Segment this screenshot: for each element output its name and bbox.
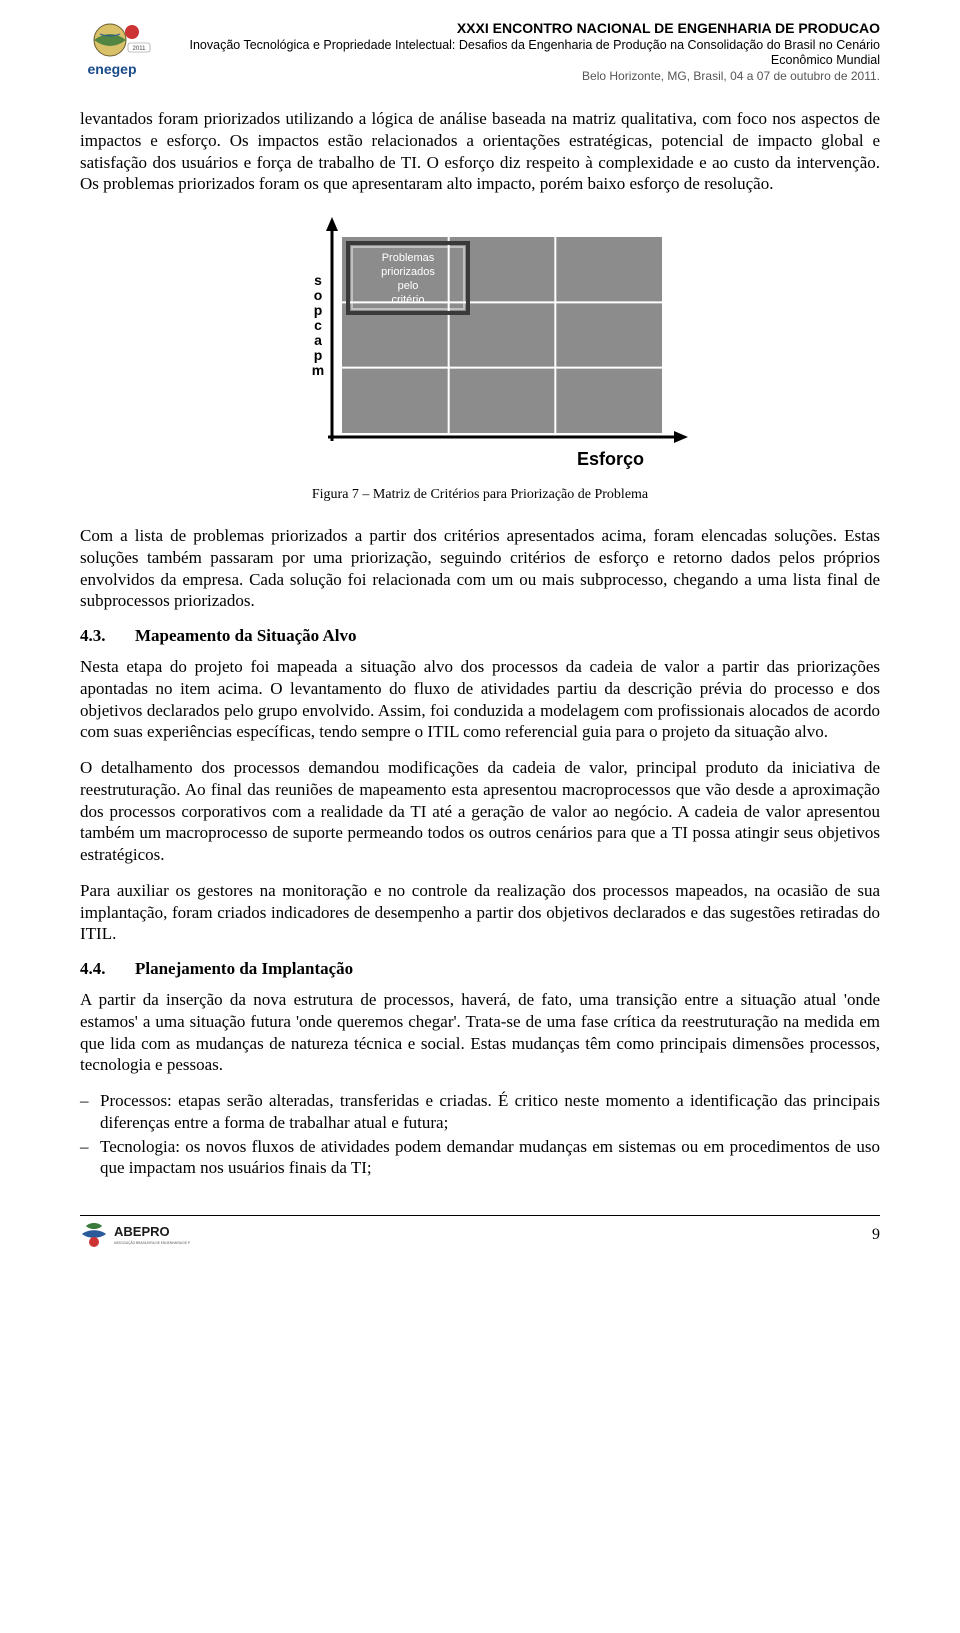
- section-4-3-title: Mapeamento da Situação Alvo: [135, 626, 356, 645]
- body-text: levantados foram priorizados utilizando …: [80, 108, 880, 1179]
- paragraph-6: A partir da inserção da nova estrutura d…: [80, 989, 880, 1076]
- section-4-4-heading: 4.4.Planejamento da Implantação: [80, 959, 880, 979]
- svg-text:m: m: [312, 362, 324, 378]
- svg-text:p: p: [314, 302, 323, 318]
- logo-year: 2011: [133, 46, 147, 52]
- svg-text:s: s: [314, 272, 322, 288]
- paragraph-4: O detalhamento dos processos demandou mo…: [80, 757, 880, 866]
- figure-7: ProblemaspriorizadospelocritériosopcapmE…: [80, 209, 880, 519]
- abepro-logo: ABEPRO ASSOCIAÇÃO BRASILEIRA DE ENGENHAR…: [80, 1220, 190, 1250]
- svg-text:c: c: [314, 317, 322, 333]
- list-item: Tecnologia: os novos fluxos de atividade…: [80, 1136, 880, 1180]
- svg-text:pelo: pelo: [398, 280, 419, 292]
- paragraph-1: levantados foram priorizados utilizando …: [80, 108, 880, 195]
- paragraph-5: Para auxiliar os gestores na monitoração…: [80, 880, 880, 945]
- logo-text: enegep: [87, 61, 136, 77]
- header-text-block: XXXI ENCONTRO NACIONAL DE ENGENHARIA DE …: [174, 20, 880, 84]
- page-number: 9: [872, 1226, 880, 1244]
- paragraph-2: Com a lista de problemas priorizados a p…: [80, 525, 880, 612]
- svg-text:critério: critério: [391, 294, 424, 306]
- footer-logo-main: ABEPRO: [114, 1224, 170, 1239]
- figure-caption: Figura 7 – Matriz de Critérios para Prio…: [312, 487, 648, 503]
- header-subtitle: Inovação Tecnológica e Propriedade Intel…: [174, 38, 880, 69]
- section-4-3-number: 4.3.: [80, 626, 135, 646]
- matrix-chart-svg: ProblemaspriorizadospelocritériosopcapmE…: [270, 209, 690, 479]
- bullet-list: Processos: etapas serão alteradas, trans…: [80, 1090, 880, 1179]
- svg-text:o: o: [314, 287, 323, 303]
- header-title: XXXI ENCONTRO NACIONAL DE ENGENHARIA DE …: [174, 20, 880, 38]
- list-item: Processos: etapas serão alteradas, trans…: [80, 1090, 880, 1134]
- header-location: Belo Horizonte, MG, Brasil, 04 a 07 de o…: [174, 69, 880, 84]
- section-4-4-number: 4.4.: [80, 959, 135, 979]
- svg-text:p: p: [314, 347, 323, 363]
- svg-text:Esforço: Esforço: [577, 449, 644, 469]
- svg-text:Problemas: Problemas: [382, 252, 435, 264]
- paragraph-3: Nesta etapa do projeto foi mapeada a sit…: [80, 656, 880, 743]
- page: 2011 enegep XXXI ENCONTRO NACIONAL DE EN…: [0, 0, 960, 1290]
- section-4-3-heading: 4.3.Mapeamento da Situação Alvo: [80, 626, 880, 646]
- svg-text:a: a: [314, 332, 322, 348]
- footer-logo-sub: ASSOCIAÇÃO BRASILEIRA DE ENGENHARIA DE P…: [114, 1240, 190, 1245]
- svg-text:priorizados: priorizados: [381, 266, 435, 278]
- section-4-4-title: Planejamento da Implantação: [135, 959, 353, 978]
- page-header: 2011 enegep XXXI ENCONTRO NACIONAL DE EN…: [80, 20, 880, 90]
- page-footer: ABEPRO ASSOCIAÇÃO BRASILEIRA DE ENGENHAR…: [80, 1215, 880, 1250]
- enegep-logo: 2011 enegep: [80, 20, 160, 90]
